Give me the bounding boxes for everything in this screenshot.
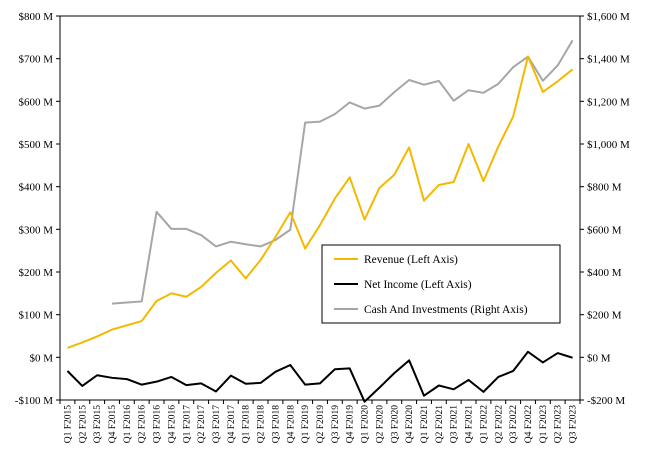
x-tick-label: Q1 F2017 bbox=[182, 405, 192, 444]
x-tick-label: Q3 F2021 bbox=[450, 405, 460, 444]
legend: Revenue (Left Axis) Net Income (Left Axi… bbox=[321, 244, 561, 324]
x-tick-label: Q3 F2019 bbox=[331, 405, 341, 444]
right-tick-label: $1,400 M bbox=[587, 54, 630, 66]
left-tick-label: $0 M bbox=[29, 352, 53, 364]
legend-label-net-income: Net Income (Left Axis) bbox=[364, 279, 472, 291]
x-tick-label: Q4 F2019 bbox=[346, 405, 356, 444]
x-tick-label: Q4 F2015 bbox=[108, 405, 118, 444]
x-tick-label: Q2 F2017 bbox=[197, 405, 207, 444]
x-tick-label: Q3 F2023 bbox=[569, 405, 579, 444]
left-tick-label: $700 M bbox=[18, 54, 53, 66]
plot-area bbox=[59, 15, 581, 401]
left-tick-label: $600 M bbox=[18, 96, 53, 108]
series-lines bbox=[66, 39, 574, 403]
x-tick-label: Q2 F2016 bbox=[138, 405, 148, 444]
x-tick-label: Q4 F2018 bbox=[286, 405, 296, 444]
x-tick-label: Q2 F2015 bbox=[78, 405, 88, 444]
x-tick-label: Q2 F2021 bbox=[435, 405, 445, 444]
x-tick-label: Q2 F2018 bbox=[257, 405, 267, 444]
left-tick-label: $800 M bbox=[18, 11, 53, 23]
x-tick-label: Q1 F2015 bbox=[63, 405, 73, 444]
x-tick-label: Q1 F2021 bbox=[420, 405, 430, 444]
right-tick-label: $800 M bbox=[587, 182, 622, 194]
right-tick-label: $400 M bbox=[587, 267, 622, 279]
legend-label-cash: Cash And Investments (Right Axis) bbox=[364, 304, 528, 316]
x-tick-label: Q2 F2023 bbox=[554, 405, 564, 444]
series-line-net-income bbox=[66, 350, 573, 403]
right-tick-label: $200 M bbox=[587, 310, 622, 322]
x-tick-label: Q1 F2022 bbox=[479, 405, 489, 444]
x-tick-label: Q1 F2019 bbox=[301, 405, 311, 444]
right-tick-label: -$200 M bbox=[587, 395, 625, 407]
x-tick-label: Q3 F2018 bbox=[271, 405, 281, 444]
x-tick-label: Q3 F2015 bbox=[93, 405, 103, 444]
series-line-revenue bbox=[67, 55, 574, 349]
x-tick-label: Q4 F2020 bbox=[405, 405, 415, 444]
x-tick-label: Q4 F2016 bbox=[167, 405, 177, 444]
x-tick-label: Q3 F2020 bbox=[390, 405, 400, 444]
x-tick-label: Q2 F2022 bbox=[494, 405, 504, 444]
x-tick-label: Q2 F2020 bbox=[375, 405, 385, 444]
left-tick-label: -$100 M bbox=[15, 395, 53, 407]
x-tick-label: Q1 F2020 bbox=[361, 405, 371, 444]
right-axis: -$200 M $0 M $200 M $400 M $600 M $800 M $1,00… bbox=[580, 11, 630, 407]
left-tick-label: $200 M bbox=[18, 267, 53, 279]
right-tick-label: $1,200 M bbox=[587, 96, 630, 108]
x-tick-label: Q4 F2021 bbox=[465, 405, 475, 444]
x-tick-label: Q4 F2022 bbox=[524, 405, 534, 444]
right-tick-label: $1,600 M bbox=[587, 11, 630, 23]
x-tick-label: Q3 F2016 bbox=[153, 405, 163, 444]
left-tick-label: $500 M bbox=[18, 139, 53, 151]
x-tick-label: Q3 F2017 bbox=[212, 405, 222, 444]
x-tick-label: Q4 F2017 bbox=[227, 405, 237, 444]
left-tick-label: $300 M bbox=[18, 224, 53, 236]
x-tick-label: Q3 F2022 bbox=[509, 405, 519, 444]
left-tick-label: $400 M bbox=[18, 182, 53, 194]
left-tick-label: $100 M bbox=[18, 310, 53, 322]
legend-box bbox=[321, 244, 561, 324]
legend-label-revenue: Revenue (Left Axis) bbox=[364, 254, 458, 266]
left-axis: -$100 M $0 M $100 M $200 M $300 M $400 M $500 … bbox=[15, 11, 60, 407]
x-tick-label: Q1 F2023 bbox=[539, 405, 549, 444]
right-tick-label: $0 M bbox=[587, 352, 611, 364]
right-tick-label: $1,000 M bbox=[587, 139, 630, 151]
x-axis: Q1 F2015 Q2 F2015 Q3 F2015 Q4 F2015 Q1 F2016… bbox=[59, 400, 581, 444]
x-tick-label: Q1 F2018 bbox=[242, 405, 252, 444]
series-line-cash-and-investments bbox=[111, 39, 574, 305]
right-tick-label: $600 M bbox=[587, 224, 622, 236]
x-tick-label: Q2 F2019 bbox=[316, 405, 326, 444]
x-tick-label: Q1 F2016 bbox=[123, 405, 133, 444]
